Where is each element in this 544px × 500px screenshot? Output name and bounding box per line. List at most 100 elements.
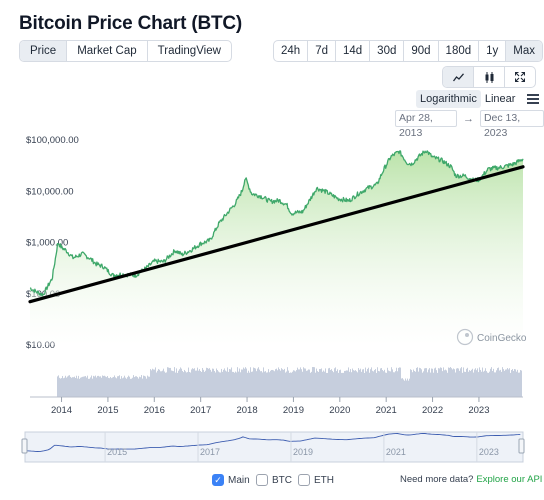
tab-tradingview[interactable]: TradingView [146,41,231,61]
volume-bar [173,371,174,397]
volume-bar [517,369,518,397]
volume-bar [410,369,411,397]
navigator-handle-right[interactable] [518,438,525,454]
toggle-main[interactable]: ✓ Main [212,474,250,486]
volume-bar [101,377,102,397]
tab-price[interactable]: Price [20,41,67,61]
candlestick-icon[interactable] [473,67,504,87]
volume-bar [199,369,200,397]
volume-bar [280,370,281,397]
navigator-handle-left[interactable] [21,438,28,454]
range-24h-button[interactable]: 24h [281,45,301,57]
volume-bar [506,369,507,397]
volume-bar [154,369,155,397]
volume-bar [449,367,450,397]
volume-bar [347,370,348,397]
volume-bar [278,367,279,397]
date-from-input[interactable]: Apr 28, 2013 [395,110,457,139]
line-chart-icon[interactable] [443,67,473,87]
volume-bar [405,378,406,397]
volume-bar [308,369,309,397]
volume-bar [394,372,395,397]
volume-bar [519,372,520,397]
volume-bar [162,370,163,397]
volume-bar [251,371,252,397]
volume-bar [420,368,421,397]
volume-bar [484,370,485,397]
volume-bar [346,370,347,397]
more-data-text: Need more data? [400,474,474,485]
volume-bar [68,375,69,397]
volume-bar [237,367,238,397]
checkbox-main-icon[interactable]: ✓ [212,474,224,486]
volume-bar [296,370,297,397]
volume-bar [240,372,241,397]
volume-bar [184,369,185,397]
volume-bar [409,378,410,397]
range-90d-button[interactable]: 90d [403,41,437,61]
checkbox-btc-icon[interactable] [256,474,268,486]
volume-bar [197,367,198,397]
volume-bar [491,367,492,397]
tab-market-cap[interactable]: Market Cap [66,41,146,61]
volume-bar [374,370,375,397]
volume-bar [311,371,312,397]
range-14d-button[interactable]: 14d [334,41,369,61]
volume-bar [272,369,273,397]
volume-bar [293,370,294,397]
price-line [29,150,524,297]
volume-bar [277,370,278,397]
range-max-button[interactable]: Max [505,41,543,61]
navigator[interactable]: 2015 2017 2019 2021 2023 [21,431,525,463]
volume-bar [191,369,192,397]
volume-bar [58,375,59,397]
volume-bar [238,371,239,397]
toggle-eth[interactable]: ETH [298,474,334,486]
range-7d-button[interactable]: 7d [307,41,335,61]
linear-button[interactable]: Linear [484,93,516,105]
volume-bar [355,370,356,397]
volume-bar [412,372,413,397]
volume-bar [147,375,148,397]
expand-icon[interactable] [504,67,535,87]
volume-bar [59,377,60,397]
range-30d-button[interactable]: 30d [369,41,403,61]
navigator-tick-label: 2017 [200,447,220,457]
volume-bar [512,369,513,397]
volume-bar [434,368,435,397]
volume-bar [408,380,409,397]
date-to-input[interactable]: Dec 13, 2023 [479,110,544,139]
checkbox-eth-icon[interactable] [298,474,310,486]
volume-bar [126,378,127,397]
toggle-btc[interactable]: BTC [256,474,292,486]
volume-bar [419,367,420,397]
volume-bar [217,370,218,397]
range-1y-button[interactable]: 1y [478,41,505,61]
volume-bar [163,368,164,397]
range-180d-button[interactable]: 180d [437,41,479,61]
volume-bar [418,371,419,397]
explore-api-link[interactable]: Explore our API [476,474,543,485]
volume-bar [438,368,439,397]
volume-bar [360,368,361,397]
logarithmic-button[interactable]: Logarithmic [416,90,481,108]
volume-bar [266,372,267,397]
volume-bar [351,372,352,397]
volume-bar [159,369,160,397]
volume-bar [423,371,424,397]
volume-bar [464,371,465,397]
volume-bar [167,367,168,397]
volume-bar [255,368,256,397]
volume-bar [239,368,240,397]
volume-bar [470,370,471,397]
volume-bar [189,372,190,397]
volume-bar [128,375,129,397]
volume-bar [429,368,430,397]
volume-bar [329,367,330,397]
volume-bar [319,369,320,397]
menu-icon[interactable] [527,94,540,104]
volume-bar [469,370,470,397]
volume-bar [383,371,384,397]
arrow-right-icon: → [462,112,474,125]
